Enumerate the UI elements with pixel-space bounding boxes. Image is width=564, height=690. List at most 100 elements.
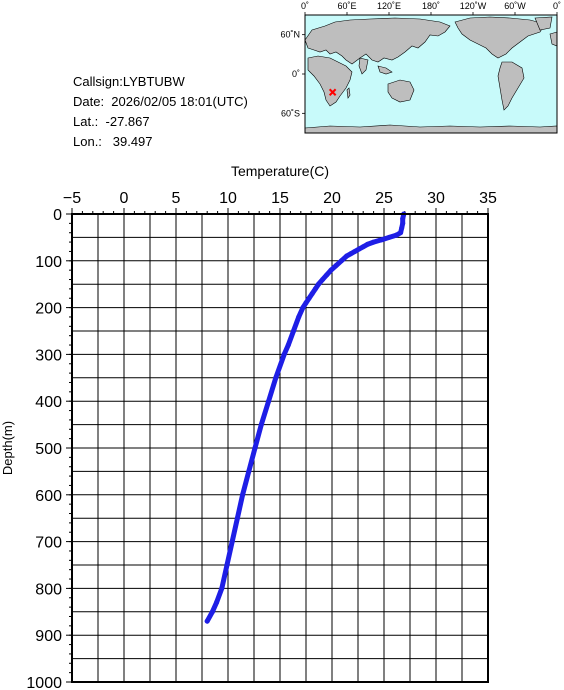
x-axis-label: Temperature(C) (231, 163, 329, 179)
map-lon-label: 120˚E (377, 1, 401, 11)
data-point (320, 277, 326, 283)
x-tick-label: 10 (219, 190, 237, 207)
data-point (371, 239, 377, 245)
data-point (224, 562, 230, 568)
date-text: Date: 2026/02/05 18:01(UTC) (73, 94, 248, 109)
data-point (328, 267, 334, 273)
series-layer (204, 211, 407, 624)
data-point (219, 585, 225, 591)
data-point (273, 375, 279, 381)
world-map: 0˚ 60˚E 120˚E 180˚ 120˚W 60˚W 0˚ 60˚N 0˚ 60˚S (280, 1, 561, 134)
data-point (352, 248, 358, 254)
data-point (348, 251, 354, 257)
map-ticks (302, 12, 558, 114)
station-info: Callsign:LYBTUBW Date: 2026/02/05 18:01(… (73, 72, 248, 152)
y-tick-label: 300 (35, 347, 62, 364)
latitude-text: Lat.: -27.867 (73, 114, 150, 129)
data-point (393, 232, 399, 238)
data-point (400, 220, 406, 226)
x-tick-label: 25 (375, 190, 393, 207)
location-marker (328, 88, 337, 96)
data-point (234, 515, 240, 521)
data-point (398, 230, 404, 236)
data-point (364, 241, 370, 247)
data-point (209, 609, 215, 615)
data-point (214, 599, 220, 605)
map-lat-label: 60˚N (280, 30, 300, 40)
north-america-shape (454, 16, 546, 59)
africa-shape (307, 55, 353, 107)
data-point (399, 225, 405, 231)
callsign-text: Callsign:LYBTUBW (73, 74, 185, 89)
y-tick-label: 900 (35, 628, 62, 645)
data-point (300, 305, 306, 311)
x-tick-label: 15 (271, 190, 289, 207)
data-point (246, 468, 252, 474)
data-point (285, 342, 291, 348)
map-labels: 0˚ 60˚E 120˚E 180˚ 120˚W 60˚W 0˚ 60˚N 0˚ 60˚S (280, 1, 561, 118)
map-lon-label: 120˚W (460, 1, 487, 11)
y-tick-label: 700 (35, 535, 62, 552)
data-point (303, 300, 309, 306)
plot-frame (71, 213, 489, 683)
data-point (291, 328, 297, 334)
indonesia-shape (377, 65, 393, 75)
data-point (360, 244, 366, 250)
data-point (315, 281, 321, 287)
y-tick-label: 500 (35, 441, 62, 458)
data-point (204, 618, 210, 624)
greenland-shape (534, 16, 553, 31)
x-tick-label: 0 (120, 190, 129, 207)
map-lon-label: 60˚E (337, 1, 356, 11)
data-point (338, 258, 344, 264)
data-point (309, 291, 315, 297)
chart-minor-ticks (66, 208, 489, 683)
x-tick-label: 35 (479, 190, 497, 207)
india-shape (358, 57, 369, 75)
data-point (266, 398, 272, 404)
temperature-profile-chart: −5 0 5 10 15 20 25 30 35 01002003004005006007008… (0, 163, 497, 690)
data-point (240, 492, 246, 498)
y-tick-label: 600 (35, 488, 62, 505)
data-point (229, 539, 235, 545)
data-point (306, 295, 312, 301)
map-lon-label: 0˚ (553, 1, 561, 11)
x-tick-labels: −5 0 5 10 15 20 25 30 35 (63, 190, 497, 207)
y-axis-label: Depth(m) (0, 421, 15, 475)
data-point (324, 272, 330, 278)
data-point (344, 253, 350, 259)
x-tick-label: −5 (63, 190, 81, 207)
y-tick-label: 100 (35, 254, 62, 271)
data-point (296, 314, 302, 320)
y-tick-label: 0 (53, 207, 62, 224)
map-lat-label: 0˚ (292, 69, 300, 79)
data-point (400, 216, 406, 222)
data-point (379, 237, 385, 243)
data-point (333, 262, 339, 268)
map-lon-label: 180˚ (422, 1, 440, 11)
map-lon-label: 60˚W (504, 1, 526, 11)
data-point (312, 286, 318, 292)
data-point (258, 422, 264, 428)
map-lat-label: 60˚S (281, 108, 300, 118)
data-point (252, 445, 258, 451)
data-point (356, 246, 362, 252)
y-tick-label: 400 (35, 394, 62, 411)
map-lon-label: 0˚ (301, 1, 309, 11)
y-tick-label: 1000 (26, 675, 62, 690)
y-tick-label: 200 (35, 301, 62, 318)
australia-shape (387, 79, 415, 103)
x-tick-label: 20 (323, 190, 341, 207)
south-america-shape (497, 61, 525, 111)
marker-cross-b (328, 88, 337, 96)
x-tick-label: 30 (427, 190, 445, 207)
data-point (281, 351, 287, 357)
map-land (304, 16, 558, 134)
madagascar-shape (346, 87, 351, 99)
chart-grid (71, 213, 489, 683)
y-tick-labels: 0 100 200 300 400 500 600 700 800 900 1000 (26, 207, 62, 690)
eurasia-shape (304, 17, 451, 65)
x-tick-label: 5 (172, 190, 181, 207)
data-point (386, 234, 392, 240)
